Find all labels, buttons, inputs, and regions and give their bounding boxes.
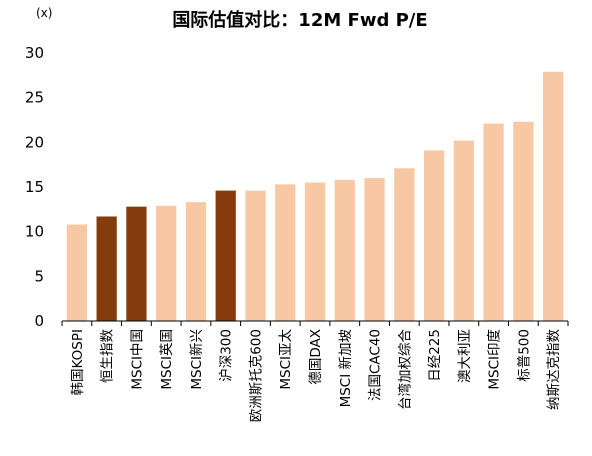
bar <box>66 224 88 321</box>
bar <box>453 140 474 321</box>
y-tick-label: 20 <box>25 133 44 151</box>
bar <box>364 178 385 321</box>
bar <box>423 150 445 321</box>
x-category-label: 恒生指数 <box>100 329 116 383</box>
x-category-label: 日经225 <box>427 329 443 382</box>
chart-title: 国际估值对比：12M Fwd P/E <box>172 9 427 31</box>
bar <box>394 168 415 321</box>
x-category-label: 法国CAC40 <box>368 329 384 401</box>
bar <box>483 123 504 321</box>
x-category-label: 欧洲斯托克600 <box>248 329 264 422</box>
x-category-label: 纳斯达克指数 <box>546 329 562 410</box>
y-tick-label: 15 <box>25 178 44 196</box>
x-category-label: MSCI中国 <box>129 329 145 390</box>
y-tick-label: 25 <box>25 89 44 107</box>
bar <box>126 206 147 321</box>
x-category-label: MSCI新兴 <box>189 329 205 390</box>
x-category-labels: 韩国KOSPI 恒生指数 MSCI中国 MSCI英国 MSCI新兴 沪深300 欧洲斯托克6… <box>70 329 562 423</box>
x-category-label: 澳大利亚 <box>457 329 473 383</box>
x-category-label: MSCI亚太 <box>278 329 294 390</box>
bar <box>96 216 117 321</box>
bar <box>215 190 236 321</box>
x-category-label: MSCI英国 <box>158 329 175 390</box>
x-category-label: 标普500 <box>516 329 532 382</box>
y-tick-label: 5 <box>34 267 44 285</box>
bar <box>156 205 177 321</box>
y-tick-label: 10 <box>25 223 44 241</box>
bar <box>185 202 207 321</box>
x-category-label: 韩国KOSPI <box>70 329 86 395</box>
y-axis-unit-label: (x) <box>36 6 52 20</box>
bar <box>304 182 326 321</box>
y-tick-label: 0 <box>34 312 44 330</box>
bar <box>513 121 534 321</box>
bars-group <box>61 71 569 326</box>
x-category-label: 台湾加权综合 <box>396 329 413 410</box>
x-category-label: MSCI 新加坡 <box>338 329 354 408</box>
bar <box>245 190 266 321</box>
y-tick-label: 30 <box>25 44 44 62</box>
bar <box>334 179 355 321</box>
y-tick-labels: 0 5 10 15 20 25 30 <box>25 44 44 330</box>
x-category-label: 德国DAX <box>308 329 324 385</box>
x-category-label: 沪深300 <box>219 329 235 382</box>
x-category-label: MSCI印度 <box>487 329 503 390</box>
bar <box>542 71 564 321</box>
bar <box>275 184 296 321</box>
